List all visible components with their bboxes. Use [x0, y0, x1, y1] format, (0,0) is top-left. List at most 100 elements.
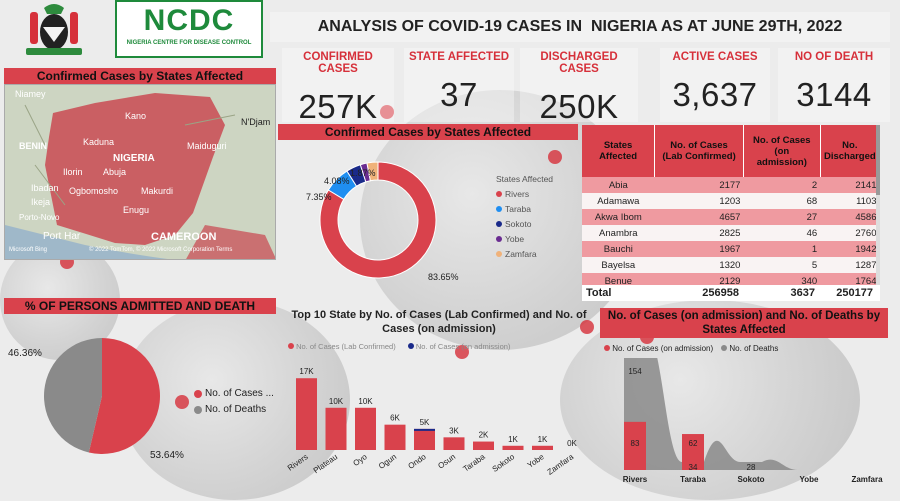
map-label: Abuja: [103, 167, 127, 177]
bar-legend: No. of Cases (Lab Confirmed) No. of Case…: [280, 342, 598, 351]
kpi-label: DISCHARGED CASES: [540, 51, 618, 75]
bar-taraba[interactable]: [473, 441, 494, 450]
bar-oyo[interactable]: [355, 407, 376, 450]
table-row[interactable]: Benue 2129 340 1764: [582, 273, 880, 285]
map-visual[interactable]: Niamey BENIN Kano N'Djam Kaduna Maidugur…: [4, 84, 276, 260]
ribbon-admission-rivers[interactable]: [624, 421, 646, 470]
bar-ondo[interactable]: [414, 428, 435, 450]
table-cell: 1203: [654, 193, 744, 209]
table-scrollbar[interactable]: [876, 125, 880, 285]
kpi-value: 3,637: [672, 76, 758, 113]
bar-category-label: Ondo: [406, 452, 428, 471]
donut-slice-zamfara[interactable]: [366, 161, 379, 182]
kpi-label: NO OF DEATH: [794, 51, 874, 63]
bar-value-label: 10K: [358, 397, 373, 406]
legend-item-on-admission[interactable]: No. of Cases (on admission): [407, 342, 511, 351]
legend-label: No. of Cases (Lab Confirmed): [296, 342, 396, 351]
map-panel: Confirmed Cases by States Affected Niame…: [4, 68, 276, 260]
table-row[interactable]: Adamawa 1203 68 1103: [582, 193, 880, 209]
map-title[interactable]: Confirmed Cases by States Affected: [4, 68, 276, 84]
pie-slice-0[interactable]: [88, 338, 161, 454]
legend-label: Rivers: [505, 189, 530, 199]
column-header[interactable]: No. Discharged: [820, 125, 880, 177]
bar-title[interactable]: Top 10 State by No. of Cases (Lab Confir…: [291, 309, 587, 335]
map-credit: Microsoft Bing: [9, 247, 48, 253]
scrollbar-thumb[interactable]: [876, 125, 880, 195]
bar-value-label: 17K: [299, 367, 314, 376]
bar-admission-ondo[interactable]: [414, 428, 435, 431]
bar-osun[interactable]: [443, 437, 465, 450]
map-label: BENIN: [19, 141, 48, 151]
legend-item-deaths[interactable]: No. of Deaths: [721, 344, 778, 353]
ncdc-logo: NCDC NIGERIA CENTRE FOR DISEASE CONTROL: [115, 0, 263, 58]
states-table-panel: States Affected No. of Cases (Lab Confir…: [582, 125, 880, 301]
map-label: Port Har: [43, 231, 81, 242]
pie-title[interactable]: % OF PERSONS ADMITTED AND DEATH: [4, 298, 276, 314]
ribbon-chart[interactable]: 154 83 62 34 28 Rivers Taraba Sokoto Yobe Zamfara: [600, 358, 888, 498]
bar-yobe[interactable]: [532, 445, 553, 450]
ncdc-logo-text: NCDC: [143, 4, 235, 37]
table-cell: Bayelsa: [582, 257, 655, 273]
table-row[interactable]: Bauchi 1967 1 1942: [582, 241, 880, 257]
donut-title[interactable]: Confirmed Cases by States Affected: [278, 124, 578, 140]
map-label: Porto-Novo: [19, 213, 60, 222]
table-cell: 27: [743, 209, 821, 225]
legend-item-taraba[interactable]: Taraba: [496, 204, 553, 214]
pie-chart[interactable]: 46.36% 53.64%: [4, 314, 194, 496]
ncdc-logo-subtitle: NIGERIA CENTRE FOR DISEASE CONTROL: [126, 40, 252, 46]
table-cell: 1764: [820, 273, 880, 285]
table-cell: Anambra: [582, 225, 655, 241]
legend-dot: [496, 236, 502, 242]
donut-pct-label: 1.87%: [350, 168, 376, 178]
legend-item-rivers[interactable]: Rivers: [496, 189, 553, 199]
ribbon-deaths[interactable]: [624, 358, 878, 470]
column-header[interactable]: No. of Cases (on admission): [743, 125, 821, 177]
legend-item-deaths[interactable]: No. of Deaths: [194, 404, 274, 415]
table-cell: Akwa Ibom: [582, 209, 655, 225]
bar-category-label: Ogun: [377, 452, 398, 471]
bar-rivers[interactable]: [296, 378, 317, 450]
donut-slice-rivers[interactable]: [319, 161, 437, 279]
kpi-discharged-cases: DISCHARGED CASES 250K: [520, 48, 638, 125]
table-row[interactable]: Bayelsa 1320 5 1287: [582, 257, 880, 273]
bar-ogun[interactable]: [384, 424, 406, 450]
legend-item-zamfara[interactable]: Zamfara: [496, 249, 553, 259]
table-row[interactable]: Abia 2177 2 2141: [582, 177, 880, 193]
pie-slice-1[interactable]: [44, 338, 102, 453]
ribbon-category-label: Taraba: [680, 475, 706, 484]
ribbon-title[interactable]: No. of Cases (on admission) and No. of D…: [600, 308, 888, 338]
ribbon-value-label: 34: [689, 463, 698, 472]
table-cell: Bauchi: [582, 241, 655, 257]
table-row[interactable]: Akwa Ibom 4657 27 4586: [582, 209, 880, 225]
table-cell: Abia: [582, 177, 655, 193]
ribbon-admission-taraba[interactable]: [682, 434, 704, 470]
bar-category-label: Yobe: [526, 452, 546, 470]
bar-chart[interactable]: 17K Rivers 10K Plateau 10K Oyo 6K Ogun 5K Ondo 3K O…: [280, 358, 598, 498]
legend-item-cases[interactable]: No. of Cases ...: [194, 388, 274, 399]
kpi-state-affected: STATE AFFECTED 37: [404, 48, 514, 122]
column-header[interactable]: No. of Cases (Lab Confirmed): [654, 125, 744, 177]
map-label: Kaduna: [83, 137, 115, 147]
column-header[interactable]: States Affected: [582, 125, 656, 177]
bar-value-label: 0K: [567, 439, 577, 448]
donut-legend: States Affected Rivers Taraba Sokoto Yob…: [496, 174, 553, 264]
bar-sokoto[interactable]: [502, 445, 524, 450]
bar-plateau[interactable]: [325, 407, 347, 450]
ribbon-value-label: 28: [747, 463, 756, 472]
legend-item-lab-confirmed[interactable]: No. of Cases (Lab Confirmed): [288, 342, 396, 351]
legend-label: No. of Cases (on admission): [415, 342, 511, 351]
legend-item-sokoto[interactable]: Sokoto: [496, 219, 553, 229]
legend-item-admission[interactable]: No. of Cases (on admission): [604, 344, 713, 353]
bar-category-label: Osun: [436, 452, 457, 470]
bar-category-label: Rivers: [286, 452, 310, 472]
total-label: Total: [586, 287, 612, 299]
legend-item-yobe[interactable]: Yobe: [496, 234, 553, 244]
kpi-value: 37: [440, 76, 478, 113]
donut-chart[interactable]: 83.65% 7.35% 4.08%1.87%: [278, 140, 498, 296]
ribbon-category-label: Zamfara: [851, 475, 883, 484]
table-scroll-area[interactable]: States Affected No. of Cases (Lab Confir…: [582, 125, 880, 285]
legend-dot: [194, 389, 202, 398]
table-cell: 1: [743, 241, 821, 257]
dashboard-title: ANALYSIS OF COVID-19 CASES IN NIGERIA AS…: [270, 12, 890, 42]
table-row[interactable]: Anambra 2825 46 2760: [582, 225, 880, 241]
